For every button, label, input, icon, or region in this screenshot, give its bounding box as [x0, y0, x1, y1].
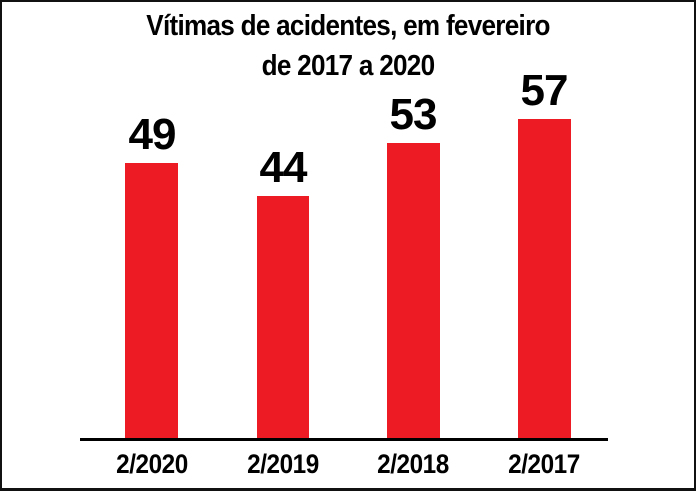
chart-title: Vítimas de acidentes, em fevereiro de 20… [35, 6, 661, 86]
bar-2017 [518, 119, 571, 439]
bar-2018 [387, 143, 440, 439]
value-label-2018: 53 [389, 90, 438, 139]
bar-2019 [257, 196, 309, 439]
chart-title-line1: Vítimas de acidentes, em fevereiro [146, 10, 550, 42]
x-tick-2020: 2/2020 [116, 449, 188, 479]
value-label-2019: 44 [259, 143, 308, 192]
x-axis-line [80, 438, 608, 441]
value-label-2017: 57 [520, 66, 569, 115]
bar-2020 [125, 163, 178, 439]
value-label-2020: 49 [128, 110, 177, 159]
x-tick-2019: 2/2019 [247, 449, 319, 479]
x-tick-2017: 2/2017 [508, 449, 580, 479]
x-tick-2018: 2/2018 [377, 449, 449, 479]
chart-title-line2: de 2017 a 2020 [261, 50, 436, 82]
